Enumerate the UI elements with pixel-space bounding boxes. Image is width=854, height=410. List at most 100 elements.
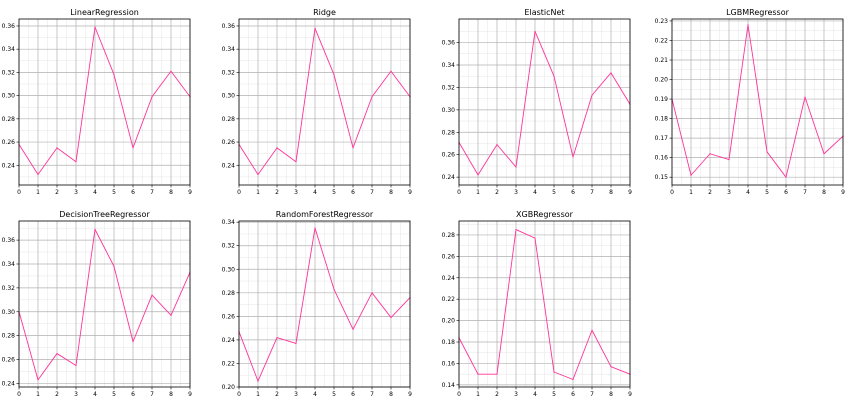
data-point bbox=[37, 379, 39, 381]
series-line bbox=[238, 27, 411, 176]
x-tick-label: 4 bbox=[93, 189, 97, 196]
data-point bbox=[747, 24, 749, 26]
data-point bbox=[75, 364, 77, 367]
data-point bbox=[276, 336, 278, 339]
data-point bbox=[515, 228, 517, 231]
data-point bbox=[785, 176, 787, 178]
data-point bbox=[94, 228, 96, 230]
series-line bbox=[18, 228, 191, 381]
y-tick-label: 0.14 bbox=[442, 382, 456, 389]
x-tick-label: 4 bbox=[313, 189, 317, 196]
y-tick-label: 0.17 bbox=[655, 135, 669, 142]
x-tick-label: 2 bbox=[495, 391, 499, 398]
x-tick-label: 4 bbox=[533, 391, 537, 398]
x-tick-label: 7 bbox=[370, 391, 374, 398]
y-tick-label: 0.24 bbox=[442, 275, 456, 282]
x-tick-label: 3 bbox=[74, 189, 78, 196]
x-tick-label: 8 bbox=[609, 189, 613, 196]
y-tick-label: 0.28 bbox=[222, 116, 236, 123]
x-tick-label: 6 bbox=[131, 391, 135, 398]
axes-frame bbox=[18, 220, 191, 388]
data-point bbox=[352, 147, 354, 149]
chart-title: Ridge bbox=[313, 8, 336, 17]
x-tick-label: 5 bbox=[552, 391, 556, 398]
y-tick-label: 0.18 bbox=[442, 339, 456, 346]
data-point bbox=[390, 70, 392, 72]
data-point bbox=[276, 147, 278, 149]
data-point bbox=[823, 153, 825, 155]
x-tick-label: 2 bbox=[55, 189, 59, 196]
chart-title: DecisionTreeRegressor bbox=[59, 210, 150, 219]
x-tick-label: 7 bbox=[803, 189, 807, 196]
axes-frame bbox=[671, 18, 844, 186]
x-tick-label: 1 bbox=[36, 189, 40, 196]
x-tick-label: 2 bbox=[708, 189, 712, 196]
y-tick-label: 0.26 bbox=[222, 139, 236, 146]
x-tick-label: 2 bbox=[55, 391, 59, 398]
data-point bbox=[390, 316, 392, 319]
data-point bbox=[132, 341, 134, 343]
chart-panel-2: 0 1 2 3 4 5 6 7 8 9 0.24 0.26 0.28 0.30 0.32 0.34 0.36 El… bbox=[442, 8, 632, 196]
x-tick-label: 4 bbox=[313, 391, 317, 398]
y-tick-label: 0.28 bbox=[442, 129, 456, 136]
chart-title: XGBRegressor bbox=[516, 210, 574, 219]
x-tick-label: 1 bbox=[256, 189, 260, 196]
x-tick-label: 6 bbox=[351, 189, 355, 196]
axes-frame bbox=[458, 18, 631, 186]
data-point bbox=[113, 265, 115, 267]
x-tick-label: 3 bbox=[727, 189, 731, 196]
chart-panel-3: 0 1 2 3 4 5 6 7 8 9 0.15 0.16 0.17 0.18 0.19 0.20 0.21 0.… bbox=[655, 8, 845, 196]
data-point bbox=[496, 144, 498, 146]
x-tick-label: 6 bbox=[571, 189, 575, 196]
y-tick-label: 0.23 bbox=[655, 18, 669, 25]
y-tick-label: 0.28 bbox=[2, 333, 16, 340]
y-tick-label: 0.16 bbox=[442, 360, 456, 367]
data-point bbox=[477, 174, 479, 176]
data-point bbox=[515, 166, 517, 168]
x-tick-label: 0 bbox=[457, 189, 461, 196]
chart-title: LinearRegression bbox=[70, 8, 139, 17]
axes-frame bbox=[18, 18, 191, 186]
x-tick-label: 3 bbox=[294, 391, 298, 398]
x-tick-label: 8 bbox=[822, 189, 826, 196]
x-tick-label: 9 bbox=[841, 189, 845, 196]
axes-frame bbox=[238, 220, 411, 388]
x-tick-label: 5 bbox=[552, 189, 556, 196]
data-point bbox=[591, 329, 593, 331]
x-tick-label: 8 bbox=[609, 391, 613, 398]
x-tick-label: 3 bbox=[74, 391, 78, 398]
x-tick-label: 0 bbox=[237, 391, 241, 398]
series-line bbox=[238, 227, 411, 382]
axes-frame bbox=[238, 18, 411, 186]
x-tick-label: 9 bbox=[408, 391, 412, 398]
y-tick-label: 0.24 bbox=[222, 162, 236, 169]
y-tick-label: 0.30 bbox=[2, 93, 16, 100]
y-tick-label: 0.28 bbox=[222, 290, 236, 297]
x-tick-label: 7 bbox=[150, 391, 154, 398]
y-tick-label: 0.36 bbox=[442, 40, 456, 47]
y-tick-label: 0.19 bbox=[655, 96, 669, 103]
x-tick-label: 4 bbox=[533, 189, 537, 196]
x-tick-label: 4 bbox=[93, 391, 97, 398]
y-tick-label: 0.24 bbox=[442, 174, 456, 181]
y-tick-label: 0.26 bbox=[442, 253, 456, 260]
x-tick-label: 2 bbox=[495, 189, 499, 196]
axes-frame bbox=[458, 220, 631, 388]
data-point bbox=[534, 30, 536, 32]
data-point bbox=[553, 75, 555, 77]
x-tick-label: 9 bbox=[628, 391, 632, 398]
data-point bbox=[170, 70, 172, 72]
data-point bbox=[295, 161, 297, 163]
data-point bbox=[371, 96, 373, 98]
y-tick-label: 0.30 bbox=[442, 107, 456, 114]
series-line bbox=[458, 30, 631, 176]
data-point bbox=[37, 173, 39, 176]
x-tick-label: 2 bbox=[275, 189, 279, 196]
y-tick-label: 0.24 bbox=[222, 337, 236, 344]
y-tick-label: 0.32 bbox=[2, 69, 16, 76]
data-point bbox=[610, 366, 612, 368]
data-point bbox=[553, 371, 555, 373]
series-line bbox=[458, 229, 631, 380]
data-point bbox=[352, 328, 354, 330]
